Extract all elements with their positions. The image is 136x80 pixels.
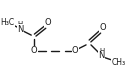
Text: H: H bbox=[99, 48, 104, 54]
Text: O: O bbox=[72, 46, 79, 55]
Text: H: H bbox=[18, 21, 23, 27]
Text: H₃C: H₃C bbox=[1, 18, 15, 27]
Text: N: N bbox=[99, 51, 105, 60]
Text: O: O bbox=[99, 23, 106, 32]
Text: CH₃: CH₃ bbox=[111, 58, 125, 67]
Text: O: O bbox=[31, 46, 38, 55]
Text: O: O bbox=[45, 18, 51, 27]
Text: N: N bbox=[17, 25, 24, 34]
